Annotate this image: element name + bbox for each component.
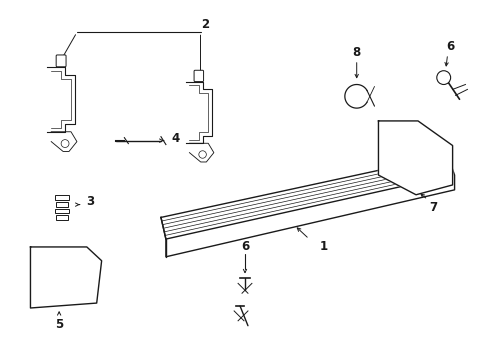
Text: 1: 1: [319, 240, 327, 253]
Text: 6: 6: [446, 40, 454, 53]
Polygon shape: [185, 82, 211, 143]
Text: 8: 8: [352, 45, 360, 59]
Bar: [56, 215, 68, 220]
Text: 5: 5: [55, 318, 63, 331]
FancyBboxPatch shape: [56, 55, 66, 67]
Bar: [56, 202, 68, 207]
Bar: [55, 195, 69, 200]
Text: 3: 3: [85, 195, 94, 208]
FancyBboxPatch shape: [194, 70, 203, 82]
Text: 6: 6: [241, 240, 248, 253]
Circle shape: [199, 151, 206, 158]
Circle shape: [61, 140, 69, 148]
Polygon shape: [161, 156, 454, 257]
Polygon shape: [30, 247, 102, 308]
Circle shape: [436, 71, 450, 85]
Polygon shape: [378, 121, 452, 195]
Polygon shape: [47, 67, 75, 132]
Bar: [55, 208, 69, 213]
Text: 2: 2: [201, 18, 209, 31]
Text: 7: 7: [428, 201, 436, 214]
Text: 4: 4: [171, 132, 180, 145]
